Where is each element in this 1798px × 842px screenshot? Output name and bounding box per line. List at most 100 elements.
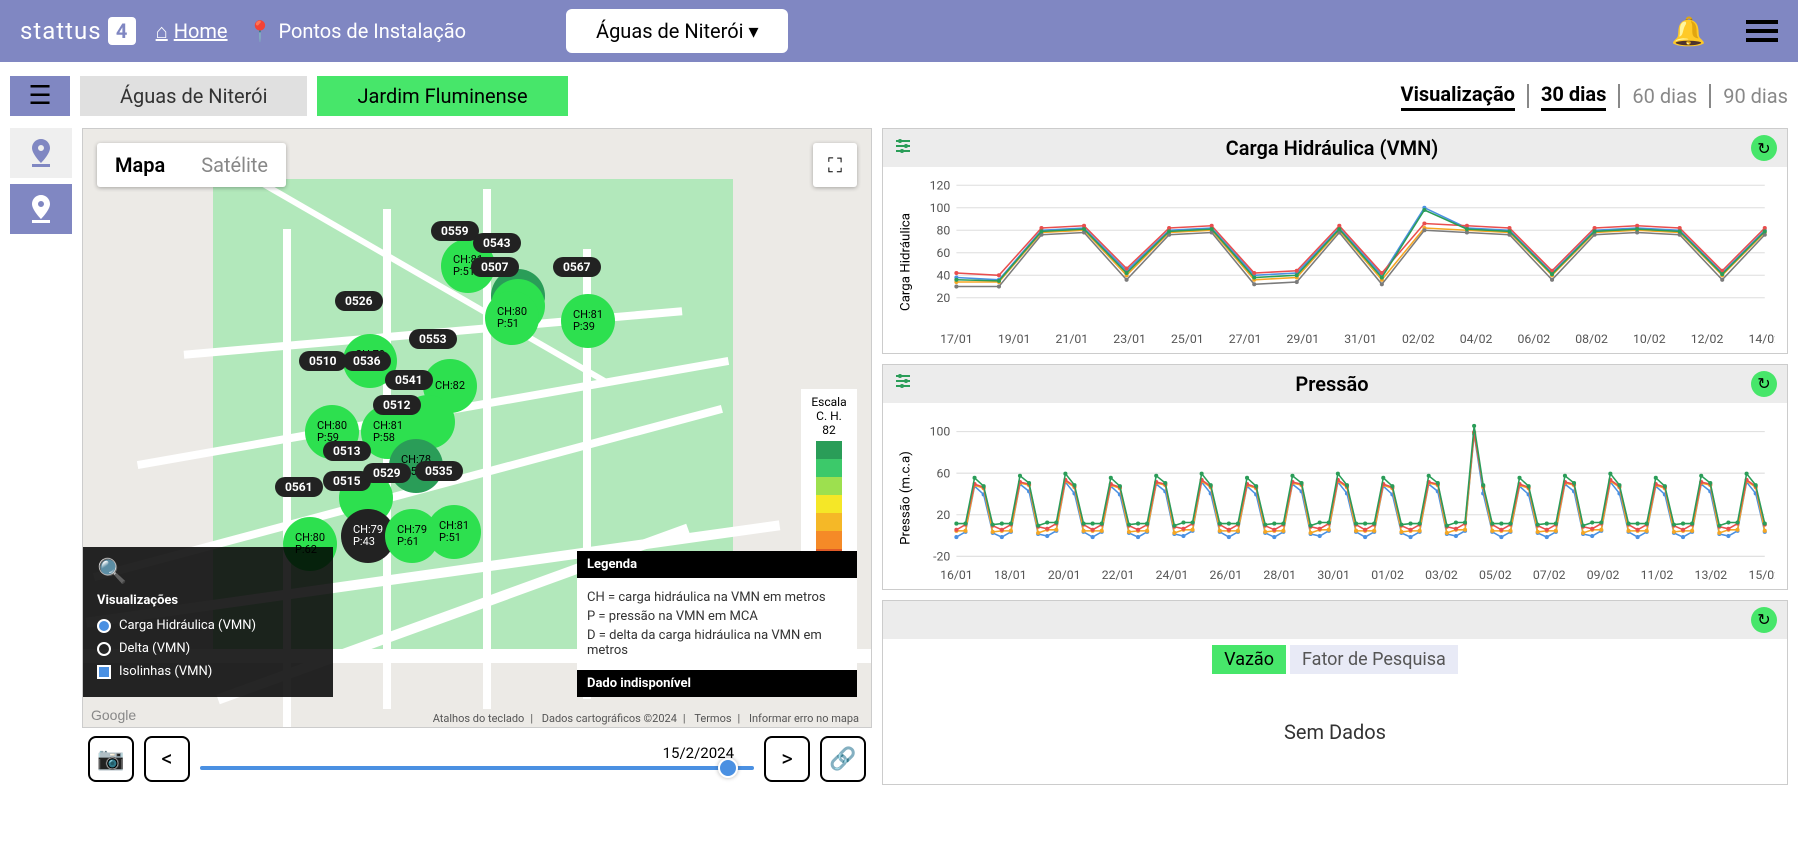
marker-pill-0553[interactable]: 0553 — [409, 329, 457, 349]
notifications-bell-icon[interactable]: 🔔 — [1671, 15, 1706, 48]
svg-text:18/01: 18/01 — [994, 568, 1027, 582]
svg-text:02/02: 02/02 — [1402, 332, 1435, 346]
tab-vazao[interactable]: Vazão — [1212, 645, 1286, 674]
marker-extra[interactable]: CH:80P:51 — [485, 291, 539, 345]
timeline-prev-button[interactable]: < — [144, 736, 190, 782]
svg-text:13/02: 13/02 — [1695, 568, 1728, 582]
org-dropdown[interactable]: Águas de Niterói ▾ — [566, 9, 788, 53]
period-60[interactable]: 60 dias — [1632, 84, 1697, 108]
map-type-tabs: Mapa Satélite — [97, 143, 286, 187]
viz-radio-delta[interactable]: Delta (VMN) — [97, 641, 319, 656]
marker-pill-0512[interactable]: 0512 — [373, 395, 421, 415]
viz-label: Visualização — [1401, 82, 1515, 111]
charts-panel: Carga Hidráulica (VMN) ↻ Carga Hidráulic… — [882, 128, 1788, 836]
svg-text:12/02: 12/02 — [1691, 332, 1724, 346]
svg-text:27/01: 27/01 — [1229, 332, 1262, 346]
list-view-toggle[interactable]: ☰ — [10, 76, 70, 116]
viz-check-isolinhas[interactable]: Isolinhas (VMN) — [97, 664, 319, 679]
map-container[interactable]: Mapa Satélite ⛶ Escala C. H. 82 10 0559C… — [82, 128, 872, 728]
map-tab-satellite[interactable]: Satélite — [183, 143, 286, 187]
svg-text:16/01: 16/01 — [940, 568, 973, 582]
chart-pressao: Pressão ↻ Pressão (m.c.a)-20206010016/01… — [882, 364, 1788, 590]
period-90[interactable]: 90 dias — [1723, 84, 1788, 108]
svg-text:14/02: 14/02 — [1748, 332, 1775, 346]
nav-install-label: Pontos de Instalação — [278, 19, 466, 43]
marker-pill-0529[interactable]: 0529 — [363, 463, 411, 483]
svg-text:100: 100 — [930, 201, 951, 215]
svg-text:04/02: 04/02 — [1460, 332, 1493, 346]
google-logo: Google — [91, 707, 136, 723]
map-fullscreen-button[interactable]: ⛶ — [813, 143, 857, 187]
marker-0567[interactable]: CH:81P:39 — [561, 294, 615, 348]
marker-pill-0507[interactable]: 0507 — [471, 257, 519, 277]
svg-text:25/01: 25/01 — [1171, 332, 1204, 346]
location-pin-active-icon — [29, 195, 53, 223]
pin-icon: 📍 — [248, 19, 273, 43]
brand-logo: stattus 4 — [20, 17, 136, 45]
marker-pill-0536[interactable]: 0536 — [343, 351, 391, 371]
svg-text:23/01: 23/01 — [1113, 332, 1146, 346]
search-icon[interactable]: 🔍 — [97, 557, 319, 585]
svg-text:24/01: 24/01 — [1156, 568, 1189, 582]
hamburger-menu-icon[interactable] — [1746, 20, 1778, 42]
chart2-settings-icon[interactable] — [893, 371, 913, 396]
no-data-message: Sem Dados — [883, 680, 1787, 784]
marker-pill-0510[interactable]: 0510 — [299, 351, 347, 371]
viz-overlay-panel: 🔍 Visualizações Carga Hidráulica (VMN) D… — [83, 547, 333, 697]
escala-top-val: 82 — [807, 423, 851, 437]
breadcrumb-bar: ☰ Águas de Niterói Jardim Fluminense Vis… — [0, 70, 1798, 122]
svg-text:19/01: 19/01 — [998, 332, 1031, 346]
svg-text:07/02: 07/02 — [1533, 568, 1566, 582]
nav-install-points-link[interactable]: 📍 Pontos de Instalação — [248, 19, 466, 43]
camera-button[interactable]: 📷 — [88, 736, 134, 782]
chart2-svg: Pressão (m.c.a)-20206010016/0118/0120/01… — [895, 411, 1775, 585]
legend-line1: CH = carga hidráulica na VMN em metros — [587, 590, 847, 605]
org-dropdown-label: Águas de Niterói — [596, 19, 743, 43]
marker-pill-0561[interactable]: 0561 — [275, 477, 323, 497]
tab-fator-pesquisa[interactable]: Fator de Pesquisa — [1290, 645, 1458, 674]
svg-text:09/02: 09/02 — [1587, 568, 1620, 582]
sidebar-pin-active-button[interactable] — [10, 184, 72, 234]
map-legend-panel: Legenda CH = carga hidráulica na VMN em … — [577, 551, 857, 697]
breadcrumb-level2[interactable]: Jardim Fluminense — [317, 76, 567, 116]
marker-pill-0559[interactable]: 0559 — [431, 221, 479, 241]
timeline-next-button[interactable]: > — [764, 736, 810, 782]
legend-line2: P = pressão na VMN em MCA — [587, 609, 847, 624]
svg-text:100: 100 — [930, 425, 951, 439]
chart1-svg: Carga Hidráulica2040608010012017/0119/01… — [895, 175, 1775, 349]
svg-text:22/01: 22/01 — [1102, 568, 1135, 582]
marker-pill-0541[interactable]: 0541 — [385, 370, 433, 390]
svg-text:120: 120 — [930, 178, 951, 192]
map-tab-map[interactable]: Mapa — [97, 143, 183, 187]
marker-pill-0535[interactable]: 0535 — [415, 461, 463, 481]
sidebar-pin-button[interactable] — [10, 128, 72, 178]
timeline-slider[interactable]: 15/2/2024 — [200, 748, 754, 770]
chart1-refresh-button[interactable]: ↻ — [1751, 135, 1777, 161]
svg-text:11/02: 11/02 — [1641, 568, 1674, 582]
marker-pill-0513[interactable]: 0513 — [323, 441, 371, 461]
chart3-refresh-button[interactable]: ↻ — [1751, 607, 1777, 633]
svg-text:21/01: 21/01 — [1056, 332, 1089, 346]
home-icon: ⌂ — [156, 19, 168, 44]
svg-text:15/02: 15/02 — [1748, 568, 1775, 582]
svg-text:31/01: 31/01 — [1344, 332, 1377, 346]
legend-footer: Dado indisponível — [577, 670, 857, 697]
chart1-settings-icon[interactable] — [893, 136, 913, 161]
escala-label: Escala C. H. — [807, 395, 851, 423]
period-30[interactable]: 30 dias — [1541, 82, 1606, 111]
nav-home-link[interactable]: ⌂ Home — [156, 19, 228, 44]
link-button[interactable]: 🔗 — [820, 736, 866, 782]
marker-0535[interactable]: CH:81P:51 — [427, 505, 481, 559]
svg-text:29/01: 29/01 — [1287, 332, 1320, 346]
marker-pill-0543[interactable]: 0543 — [473, 233, 521, 253]
marker-pill-0526[interactable]: 0526 — [335, 291, 383, 311]
svg-text:08/02: 08/02 — [1575, 332, 1608, 346]
svg-text:Carga Hidráulica: Carga Hidráulica — [898, 213, 913, 311]
viz-radio-ch[interactable]: Carga Hidráulica (VMN) — [97, 618, 319, 633]
breadcrumb-level1[interactable]: Águas de Niterói — [80, 76, 307, 116]
svg-text:60: 60 — [936, 246, 950, 260]
chart2-title: Pressão — [913, 372, 1751, 396]
chart-vazao: ↻ Vazão Fator de Pesquisa Sem Dados — [882, 600, 1788, 785]
chart2-refresh-button[interactable]: ↻ — [1751, 371, 1777, 397]
marker-pill-0567[interactable]: 0567 — [553, 257, 601, 277]
